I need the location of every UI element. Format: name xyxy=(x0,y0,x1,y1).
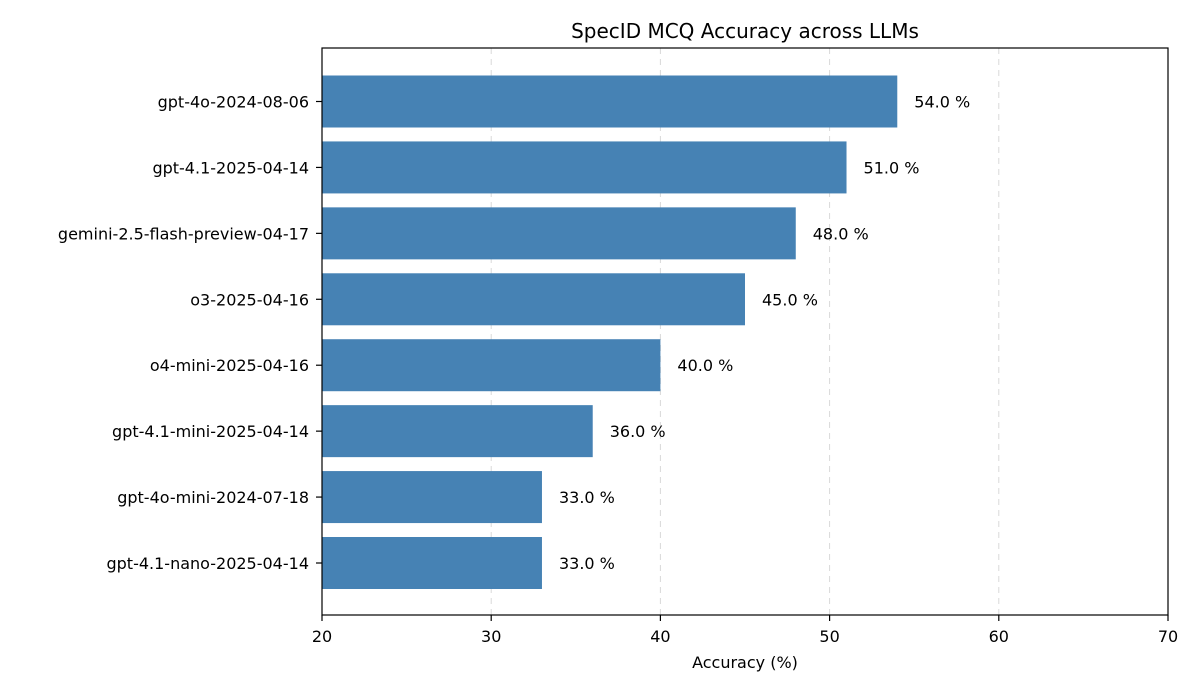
x-tick-label: 60 xyxy=(989,627,1009,646)
bar xyxy=(322,537,542,589)
x-tick-label: 20 xyxy=(312,627,332,646)
y-tick-label: gemini-2.5-flash-preview-04-17 xyxy=(58,224,309,243)
bar-value-label: 48.0 % xyxy=(813,224,869,243)
grid-lines xyxy=(490,48,1000,615)
bar-value-label: 33.0 % xyxy=(559,554,615,573)
bar-value-label: 33.0 % xyxy=(559,488,615,507)
x-tick-label: 30 xyxy=(481,627,501,646)
bar-value-label: 54.0 % xyxy=(914,93,970,112)
bar xyxy=(322,141,847,194)
x-axis-ticks: 20 30 40 50 60 70 xyxy=(312,615,1178,646)
plot-frame xyxy=(321,47,1169,616)
x-tick-label: 40 xyxy=(650,627,670,646)
bar-value-label: 45.0 % xyxy=(762,290,818,309)
y-tick-label: o4-mini-2025-04-16 xyxy=(150,356,309,375)
x-axis-label: Accuracy (%) xyxy=(692,653,798,672)
bar-value-label: 51.0 % xyxy=(864,158,920,177)
y-tick-label: o3-2025-04-16 xyxy=(190,290,309,309)
bars xyxy=(322,75,898,589)
y-tick-label: gpt-4.1-mini-2025-04-14 xyxy=(112,422,309,441)
y-tick-label: gpt-4o-2024-08-06 xyxy=(158,93,309,112)
y-axis-ticks: gpt-4o-2024-08-06 gpt-4.1-2025-04-14 gemin… xyxy=(58,93,322,573)
bar xyxy=(322,339,661,392)
bar xyxy=(322,405,593,458)
chart-title: SpecID MCQ Accuracy across LLMs xyxy=(571,19,919,43)
bar xyxy=(322,75,898,128)
y-tick-label: gpt-4.1-nano-2025-04-14 xyxy=(106,554,309,573)
y-tick-label: gpt-4o-mini-2024-07-18 xyxy=(117,488,309,507)
bar xyxy=(322,273,745,326)
x-tick-label: 50 xyxy=(819,627,839,646)
value-labels: 54.0 % 51.0 % 48.0 % 45.0 % 40.0 % 36.0 % 33.0… xyxy=(559,93,970,574)
x-tick-label: 70 xyxy=(1158,627,1178,646)
bar-value-label: 40.0 % xyxy=(677,356,733,375)
y-tick-label: gpt-4.1-2025-04-14 xyxy=(152,158,309,177)
bar-value-label: 36.0 % xyxy=(610,422,666,441)
bar xyxy=(322,471,542,524)
bar xyxy=(322,207,796,260)
